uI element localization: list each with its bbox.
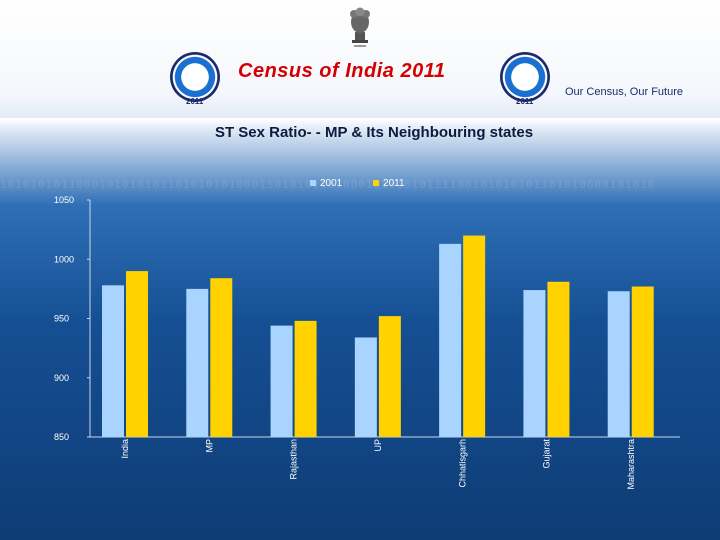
- legend-label-2001: 2001: [320, 178, 343, 189]
- bar-2011-chhatisgarh: [463, 235, 486, 437]
- category-label: UP: [373, 439, 383, 452]
- logo-year-left: 2011: [186, 97, 204, 106]
- tagline: Our Census, Our Future: [565, 86, 683, 98]
- legend: 2001 2011: [310, 178, 433, 189]
- binary-background-pattern: 1010101011000101010101101010101000110101…: [0, 178, 656, 191]
- category-label: Rajasthan: [289, 439, 299, 480]
- category-label: India: [120, 439, 130, 459]
- bar-2011-gujarat: [547, 281, 570, 437]
- y-tick-label: 1050: [54, 195, 74, 205]
- legend-label-2011: 2011: [383, 178, 405, 189]
- legend-swatch-2001: [310, 180, 316, 187]
- bar-2011-mp: [210, 278, 233, 437]
- legend-swatch-2011: [373, 180, 380, 187]
- national-emblem-icon: [350, 7, 370, 47]
- chart-title: ST Sex Ratio- - MP & Its Neighbouring st…: [214, 124, 534, 141]
- bar-2011-india: [126, 271, 148, 437]
- category-label: Chhatisgarh: [457, 439, 467, 488]
- bar-2001-rajasthan: [270, 325, 293, 437]
- census-logo-right-icon: [500, 52, 550, 102]
- census-title: Census of India 2011: [238, 60, 446, 82]
- census-logo-left-icon: [170, 52, 220, 102]
- category-label: Maharashtra: [626, 439, 636, 490]
- bar-2001-gujarat: [523, 290, 546, 437]
- bar-2001-up: [354, 337, 377, 437]
- y-tick-label: 850: [54, 432, 69, 442]
- category-label: Gujarat: [542, 439, 552, 469]
- legend-item-2011: 2011: [373, 178, 405, 189]
- logo-year-right: 2011: [516, 97, 534, 106]
- bar-2001-mp: [186, 288, 209, 437]
- bar-2011-up: [378, 316, 401, 437]
- category-label: MP: [204, 439, 214, 453]
- legend-item-2001: 2001: [310, 178, 342, 189]
- bar-2011-maharashtra: [631, 286, 654, 437]
- y-tick-label: 950: [54, 314, 69, 324]
- y-tick-label: 900: [54, 373, 69, 383]
- bar-2001-india: [102, 285, 124, 437]
- bar-2001-chhatisgarh: [439, 243, 462, 437]
- bar-2011-rajasthan: [294, 320, 317, 437]
- y-tick-label: 1000: [54, 254, 74, 264]
- bar-2001-maharashtra: [607, 291, 630, 437]
